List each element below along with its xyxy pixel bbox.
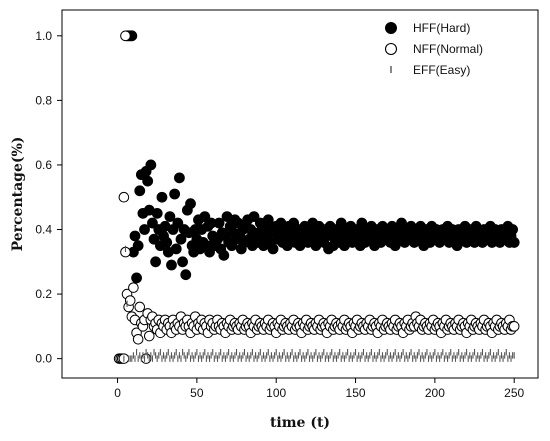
x-tick-label: 50 (190, 386, 204, 400)
point-hff (131, 272, 142, 284)
y-tick-label: 0.2 (35, 287, 52, 301)
legend-label-eff: EFF(Easy) (413, 63, 470, 77)
point-nff (508, 321, 520, 332)
point-hff (166, 259, 177, 271)
x-tick-label: 150 (346, 386, 366, 400)
point-hff (248, 211, 260, 222)
point-hff (161, 237, 173, 248)
legend-marker-nff (384, 42, 398, 56)
y-tick-label: 0.0 (35, 352, 52, 366)
point-hff (145, 159, 157, 171)
point-hff (139, 224, 150, 235)
point-hff (507, 224, 519, 235)
y-axis: 0.0 0.2 0.4 0.6 0.8 1.0 (35, 29, 62, 366)
point-nff (134, 301, 146, 313)
x-tick-label: 0 (114, 386, 121, 400)
legend-label-hff: HFF(Hard) (413, 21, 470, 35)
point-hff (177, 256, 188, 268)
x-axis: 0 50 100 150 200 250 (114, 378, 525, 400)
point-hff (199, 211, 211, 222)
point-hff (174, 172, 185, 184)
point-hff (150, 256, 162, 268)
point-hff (508, 237, 520, 248)
legend-marker-hff (385, 22, 397, 34)
point-nff (128, 282, 139, 293)
series-eff (123, 245, 515, 362)
y-axis-label: Percentage(%) (10, 137, 26, 252)
x-tick-label: 100 (266, 386, 286, 400)
point-hff (147, 217, 158, 229)
point-hff (151, 207, 163, 219)
point-hff (267, 243, 279, 255)
point-hff (218, 249, 230, 261)
point-hff (129, 230, 141, 242)
point-hff (142, 175, 154, 187)
point-hff (169, 188, 181, 200)
legend-label-nff: NFF(Normal) (413, 42, 483, 56)
point-hff (213, 217, 225, 229)
y-tick-label: 0.4 (35, 223, 52, 237)
point-hff (148, 233, 160, 245)
point-hff (156, 191, 168, 203)
y-tick-label: 0.8 (35, 93, 52, 107)
point-hff (172, 217, 184, 229)
point-hff (175, 233, 187, 245)
point-hff (132, 240, 144, 252)
x-tick-label: 250 (504, 386, 524, 400)
point-nff (132, 333, 144, 345)
x-axis-label: time (t) (270, 415, 330, 431)
series-nff (113, 30, 520, 364)
y-tick-label: 1.0 (35, 29, 52, 43)
point-hff (164, 211, 176, 222)
series-layer (113, 30, 520, 364)
point-hff (262, 214, 274, 226)
point-nff (118, 191, 130, 203)
point-hff (180, 269, 192, 281)
point-hff (134, 185, 146, 197)
x-tick-label: 200 (425, 386, 445, 400)
point-nff (120, 30, 131, 42)
legend: HFF(Hard) NFF(Normal) EFF(Easy) (384, 21, 483, 77)
point-nff (143, 330, 155, 342)
point-hff (170, 243, 182, 255)
point-hff (204, 246, 215, 258)
y-tick-label: 0.6 (35, 158, 52, 172)
point-nff (124, 295, 136, 306)
point-hff (185, 198, 196, 210)
